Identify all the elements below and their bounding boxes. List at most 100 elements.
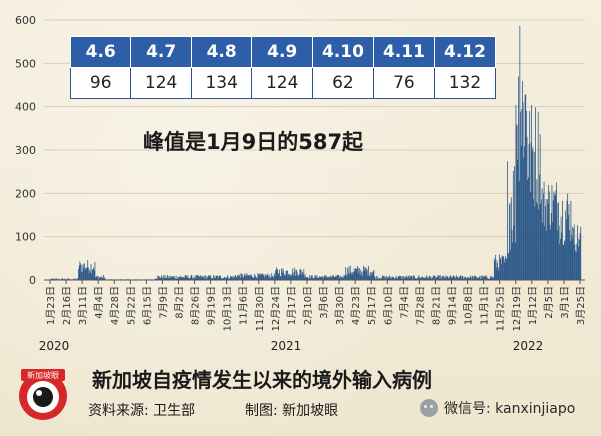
daily-case-bar [170,277,172,280]
y-tick-label: 300 [15,144,36,157]
daily-case-bar [252,278,254,280]
daily-case-bar [201,276,203,280]
daily-case-bar [195,277,197,280]
daily-case-bar [433,275,435,280]
daily-case-bar [415,278,417,280]
daily-case-bar [398,276,400,280]
daily-case-bar [288,274,290,280]
daily-case-bar [309,275,311,280]
daily-case-bar [103,275,104,280]
daily-case-bar [487,278,489,280]
daily-case-bar [344,274,346,280]
daily-case-bar [333,276,335,280]
daily-case-bar [258,275,260,280]
table-value-cell: 124 [130,67,192,99]
daily-case-bar [216,275,218,280]
daily-case-bar [488,278,490,280]
daily-case-bar [402,278,404,280]
daily-case-bar [347,268,349,280]
daily-case-bar [455,275,457,280]
daily-case-bar [408,275,409,280]
daily-case-bar [512,171,514,280]
daily-case-bar [301,274,303,280]
daily-case-bar [289,275,291,280]
daily-case-bar [380,278,382,280]
daily-case-bar [266,274,267,280]
x-tick-label: 5月17日 [366,286,378,325]
daily-case-bar [471,276,473,280]
daily-case-bar [383,277,385,280]
daily-case-bar [503,258,505,280]
daily-case-bar [480,275,482,280]
daily-case-bar [87,267,89,280]
table-date-cell: 4.7 [130,36,192,68]
daily-case-bar [395,277,396,280]
daily-case-bar [563,241,565,280]
daily-case-bar [287,275,289,280]
daily-case-bar [319,276,320,280]
daily-case-bar [257,273,259,280]
daily-case-bar [298,274,300,280]
daily-case-bar [497,263,498,280]
daily-case-bar [535,202,537,280]
daily-case-bar [428,276,430,280]
daily-case-bar [411,276,413,280]
daily-case-bar [99,277,101,280]
daily-case-bar [175,278,176,280]
daily-case-bar [564,240,566,280]
daily-case-bar [442,275,444,280]
daily-case-bar [312,277,314,280]
daily-case-bar [229,278,231,280]
daily-case-bar [371,275,373,280]
daily-case-bar [157,275,159,280]
daily-case-bar [387,277,389,280]
daily-case-bar [572,238,574,280]
daily-case-bar [451,277,453,280]
daily-case-bar [218,278,220,280]
daily-case-bar [203,278,205,280]
daily-case-bar [283,274,285,280]
daily-case-bar [328,277,330,280]
daily-case-bar [550,213,552,280]
daily-case-bar [57,278,59,280]
y-tick-label: 500 [15,57,36,70]
daily-case-bar [315,277,317,280]
daily-case-bar [217,276,219,280]
daily-case-bar [311,275,313,280]
daily-case-bar [546,199,548,280]
table-value-cell: 76 [372,67,435,99]
daily-case-bar [394,277,396,280]
x-tick-label: 4月28日 [109,286,121,325]
daily-case-bar [421,276,423,280]
daily-case-bar [507,161,508,280]
daily-case-bar [554,195,556,280]
daily-case-bar [235,276,237,280]
daily-case-bar [520,145,522,280]
daily-case-bar [251,276,253,280]
daily-case-bar [209,276,211,280]
daily-case-bar [51,278,53,280]
daily-case-bar [96,275,98,280]
x-axis-ticks: 1月23日 2月16日 3月11日 4月4日 4月28日 5月22日 6月15日 7月9日 8月… [45,280,587,331]
daily-case-bar [478,277,479,280]
daily-case-bar [349,265,351,280]
daily-case-bar [531,105,533,280]
source-text: 资料来源: 卫生部 [88,403,196,419]
daily-case-bar [467,277,469,280]
daily-case-bar [236,277,238,280]
daily-case-bar [536,179,538,280]
daily-case-bar [357,267,359,280]
daily-case-bar [485,275,487,280]
daily-case-bar [529,192,531,280]
daily-case-bar [368,265,370,280]
daily-case-bar [330,276,332,280]
daily-case-bar [186,277,188,280]
daily-case-bar [273,277,275,280]
daily-case-bar [458,278,460,280]
daily-case-bar [248,274,250,280]
daily-case-bar [327,278,329,280]
table-value-cell: 96 [69,67,132,99]
daily-case-bar [222,278,224,280]
daily-case-bar [328,276,330,280]
